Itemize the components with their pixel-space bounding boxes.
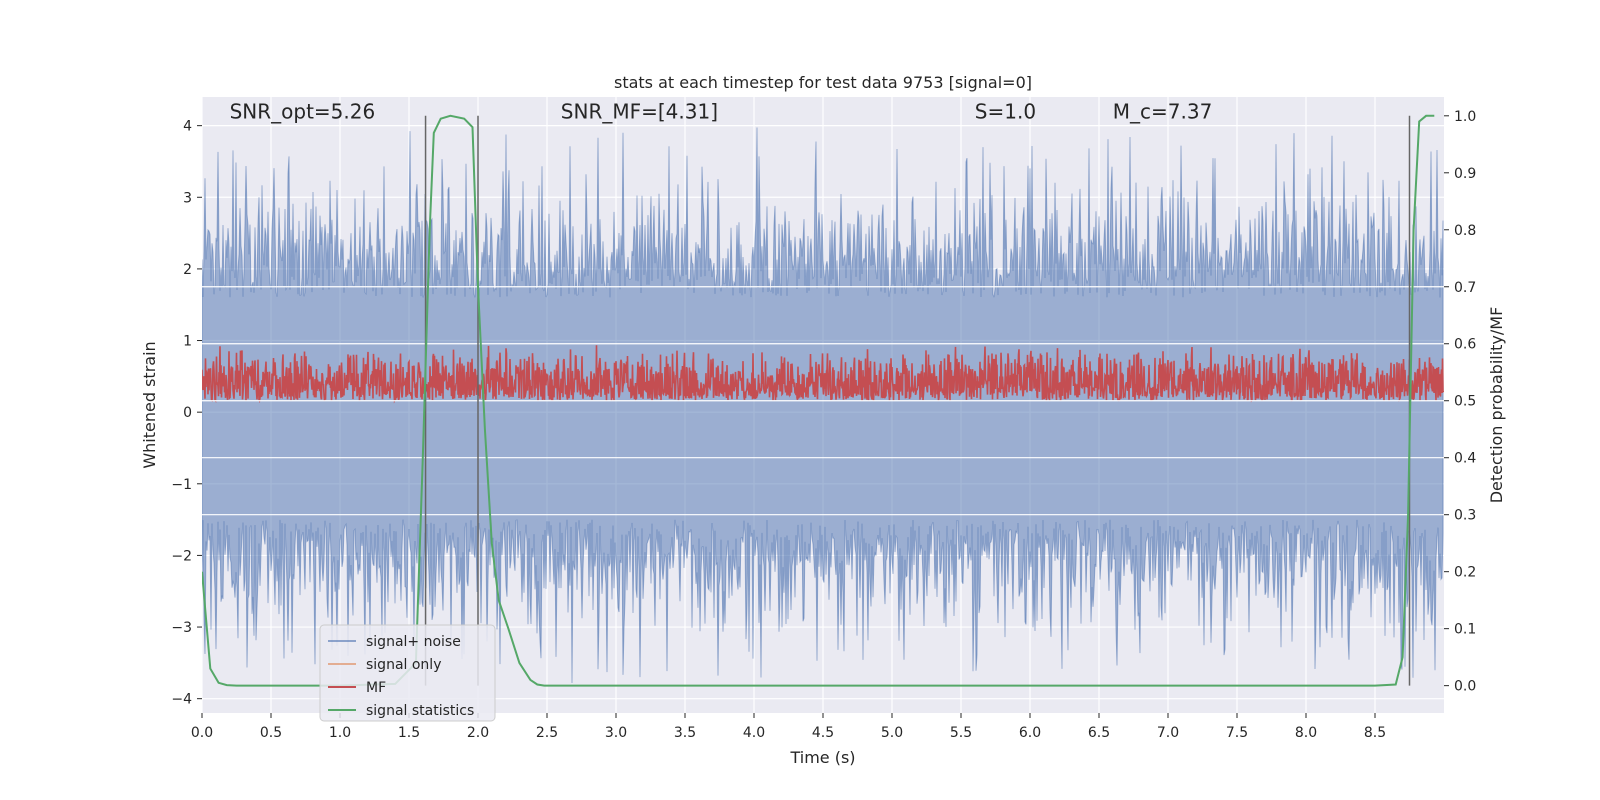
chart-title: stats at each timestep for test data 975…: [614, 73, 1032, 92]
y-tick-label: −2: [171, 548, 192, 564]
x-tick-label: 8.5: [1364, 725, 1386, 741]
x-tick-label: 1.0: [329, 725, 351, 741]
x-tick-label: 4.5: [812, 725, 834, 741]
x-tick-label: 2.0: [467, 725, 489, 741]
y-tick-label: −1: [171, 477, 192, 493]
legend-label: MF: [366, 680, 386, 696]
y-tick-label-right: 0.1: [1454, 622, 1476, 638]
series-layer: [202, 127, 1444, 684]
y-tick-label: 2: [183, 262, 192, 278]
annotation: SNR_opt=5.26: [230, 99, 376, 123]
y-tick-label: 4: [183, 119, 192, 135]
y-tick-label-right: 0.8: [1454, 223, 1476, 239]
annotation: M_c=7.37: [1113, 99, 1213, 123]
annotation: SNR_MF=[4.31]: [561, 99, 718, 123]
series-mf: [202, 345, 1444, 404]
y-tick-label: 0: [183, 405, 192, 421]
y-tick-label: −4: [171, 692, 192, 708]
y-tick-label-right: 0.0: [1454, 679, 1476, 695]
x-tick-label: 2.5: [536, 725, 558, 741]
y-tick-label-right: 0.6: [1454, 337, 1476, 353]
x-tick-label: 0.5: [260, 725, 282, 741]
y-tick-label-right: 0.9: [1454, 166, 1476, 182]
x-tick-label: 0.0: [191, 725, 213, 741]
y-tick-label-right: 0.5: [1454, 394, 1476, 410]
x-axis-label: Time (s): [789, 748, 855, 767]
x-tick-label: 3.5: [674, 725, 696, 741]
series-signal-noise: [202, 127, 1444, 684]
x-tick-label: 8.0: [1295, 725, 1317, 741]
x-tick-label: 5.0: [881, 725, 903, 741]
y-tick-label: −3: [171, 620, 192, 636]
annotation: S=1.0: [975, 99, 1036, 123]
y-tick-label-right: 0.3: [1454, 508, 1476, 524]
x-tick-label: 7.5: [1226, 725, 1248, 741]
legend-label: signal statistics: [366, 703, 474, 719]
x-tick-label: 3.0: [605, 725, 627, 741]
x-tick-label: 6.0: [1019, 725, 1041, 741]
axis-layer: 0.0 0.5 1.0 1.5 2.0 2.5 3.0 3.5 4.0 4.5 5.0 5.5 6.0 6…: [171, 109, 1476, 741]
y-tick-label: 3: [183, 190, 192, 206]
y-axis-label-right: Detection probability/MF: [1487, 307, 1506, 504]
legend-label: signal+ noise: [366, 634, 461, 650]
x-tick-label: 1.5: [398, 725, 420, 741]
x-tick-label: 6.5: [1088, 725, 1110, 741]
x-tick-label: 5.5: [950, 725, 972, 741]
x-tick-label: 4.0: [743, 725, 765, 741]
y-tick-label-right: 0.7: [1454, 280, 1476, 296]
legend-label: signal only: [366, 657, 441, 673]
y-tick-label-right: 0.4: [1454, 451, 1476, 467]
legend-box: [319, 624, 496, 722]
y-tick-label-right: 0.2: [1454, 565, 1476, 581]
y-tick-label-right: 1.0: [1454, 109, 1476, 125]
y-axis-label: Whitened strain: [140, 341, 159, 468]
legend: signal+ noise signal only MF signal statist…: [319, 624, 496, 722]
y-tick-label: 1: [183, 334, 192, 350]
x-tick-label: 7.0: [1157, 725, 1179, 741]
